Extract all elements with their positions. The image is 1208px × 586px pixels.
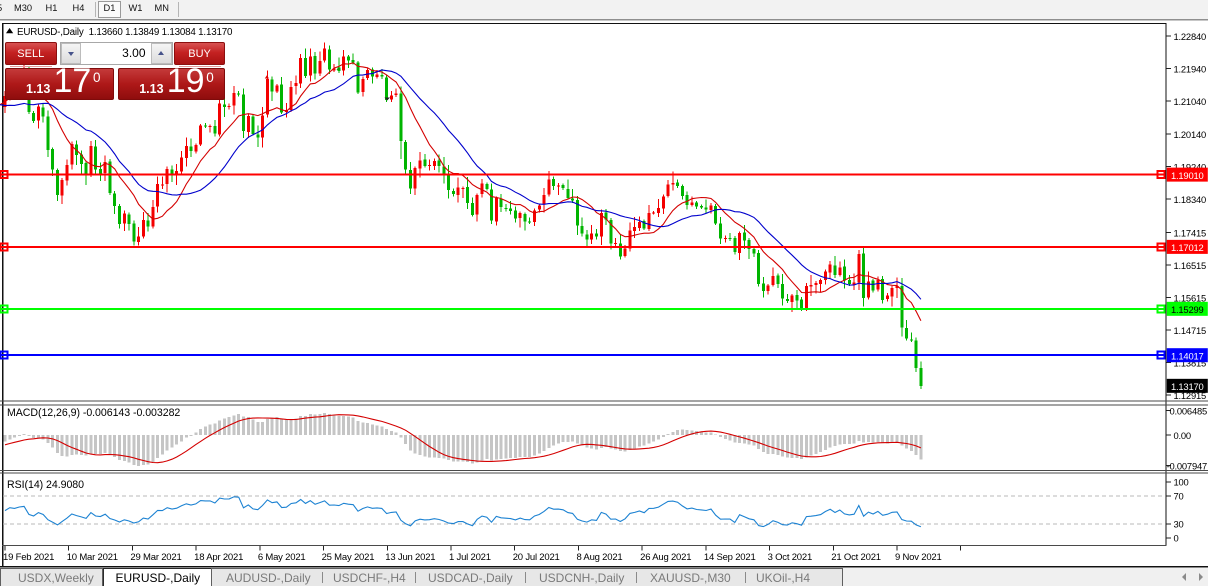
svg-text:1.19240: 1.19240 xyxy=(1174,161,1207,172)
svg-text:RSI(14) 24.9080: RSI(14) 24.9080 xyxy=(7,479,84,491)
svg-text:EURUSD-,Daily 1.13660 1.13849: EURUSD-,Daily 1.13660 1.13849 1.13084 1.… xyxy=(17,27,233,38)
svg-text:8 Aug 2021: 8 Aug 2021 xyxy=(576,552,622,563)
svg-text:-0.007947: -0.007947 xyxy=(1167,460,1207,471)
svg-text:1.20140: 1.20140 xyxy=(1174,129,1207,140)
svg-text:0.00: 0.00 xyxy=(1174,430,1191,441)
svg-text:9 Nov 2021: 9 Nov 2021 xyxy=(895,552,942,563)
svg-text:1.13815: 1.13815 xyxy=(1174,358,1207,369)
svg-text:14 Sep 2021: 14 Sep 2021 xyxy=(704,552,756,563)
svg-text:25 May 2021: 25 May 2021 xyxy=(322,552,375,563)
svg-text:6 May 2021: 6 May 2021 xyxy=(258,552,306,563)
svg-text:100: 100 xyxy=(1174,477,1189,488)
svg-text:1.22840: 1.22840 xyxy=(1174,31,1207,42)
svg-text:1.13170: 1.13170 xyxy=(1171,381,1204,392)
svg-text:1.14017: 1.14017 xyxy=(1171,350,1204,361)
svg-text:MACD(12,26,9) -0.006143 -0.003: MACD(12,26,9) -0.006143 -0.003282 xyxy=(7,407,180,419)
svg-text:0.006485: 0.006485 xyxy=(1169,406,1207,417)
svg-text:1.21040: 1.21040 xyxy=(1174,96,1207,107)
svg-text:21 Oct 2021: 21 Oct 2021 xyxy=(831,552,881,563)
svg-text:1.17415: 1.17415 xyxy=(1174,227,1207,238)
svg-text:3 Oct 2021: 3 Oct 2021 xyxy=(768,552,812,563)
svg-text:18 Apr 2021: 18 Apr 2021 xyxy=(194,552,243,563)
svg-text:1.18340: 1.18340 xyxy=(1174,194,1207,205)
svg-text:1.19010: 1.19010 xyxy=(1171,170,1204,181)
svg-text:19 Feb 2021: 19 Feb 2021 xyxy=(3,552,54,563)
svg-text:1.12915: 1.12915 xyxy=(1174,390,1207,401)
svg-text:0: 0 xyxy=(1174,533,1179,544)
svg-text:20 Jul 2021: 20 Jul 2021 xyxy=(513,552,560,563)
svg-text:30: 30 xyxy=(1174,519,1184,530)
svg-text:1.15615: 1.15615 xyxy=(1174,292,1207,303)
svg-text:29 Mar 2021: 29 Mar 2021 xyxy=(130,552,181,563)
svg-text:26 Aug 2021: 26 Aug 2021 xyxy=(640,552,691,563)
svg-text:13 Jun 2021: 13 Jun 2021 xyxy=(385,552,435,563)
svg-text:1.17012: 1.17012 xyxy=(1171,242,1204,253)
svg-text:1.14715: 1.14715 xyxy=(1174,325,1207,336)
svg-text:1 Jul 2021: 1 Jul 2021 xyxy=(449,552,491,563)
svg-text:10 Mar 2021: 10 Mar 2021 xyxy=(67,552,118,563)
svg-text:1.15299: 1.15299 xyxy=(1171,304,1204,315)
svg-text:70: 70 xyxy=(1174,491,1184,502)
svg-text:1.16515: 1.16515 xyxy=(1174,260,1207,271)
svg-text:1.21940: 1.21940 xyxy=(1174,64,1207,75)
